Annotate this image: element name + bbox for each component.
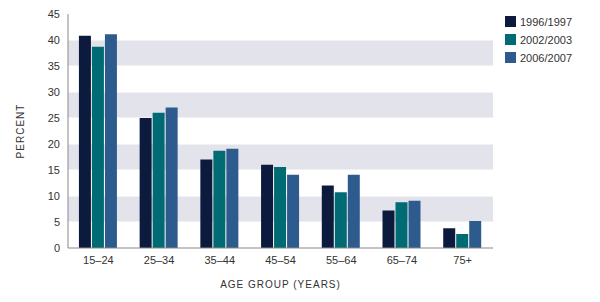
- svg-text:PERCENT: PERCENT: [15, 104, 26, 159]
- svg-text:45–54: 45–54: [265, 254, 296, 266]
- svg-text:65–74: 65–74: [387, 254, 418, 266]
- svg-text:5: 5: [54, 216, 60, 228]
- svg-text:10: 10: [48, 190, 60, 202]
- svg-text:15–24: 15–24: [83, 254, 114, 266]
- svg-text:0: 0: [54, 242, 60, 254]
- svg-text:45: 45: [48, 8, 60, 20]
- html-text:1996/1997: 1996/1997: [520, 16, 572, 28]
- svg-text:40: 40: [48, 34, 60, 46]
- svg-text:15: 15: [48, 164, 60, 176]
- svg-text:20: 20: [48, 138, 60, 150]
- svg-text:AGE GROUP (YEARS): AGE GROUP (YEARS): [220, 279, 341, 290]
- svg-text:75+: 75+: [453, 254, 472, 266]
- svg-text:25: 25: [48, 112, 60, 124]
- svg-text:35: 35: [48, 60, 60, 72]
- svg-text:30: 30: [48, 86, 60, 98]
- svg-text:55–64: 55–64: [326, 254, 357, 266]
- html-text:2002/2003: 2002/2003: [520, 34, 572, 46]
- html-text:2006/2007: 2006/2007: [520, 52, 572, 64]
- svg-text:25–34: 25–34: [144, 254, 175, 266]
- svg-text:35–44: 35–44: [204, 254, 235, 266]
